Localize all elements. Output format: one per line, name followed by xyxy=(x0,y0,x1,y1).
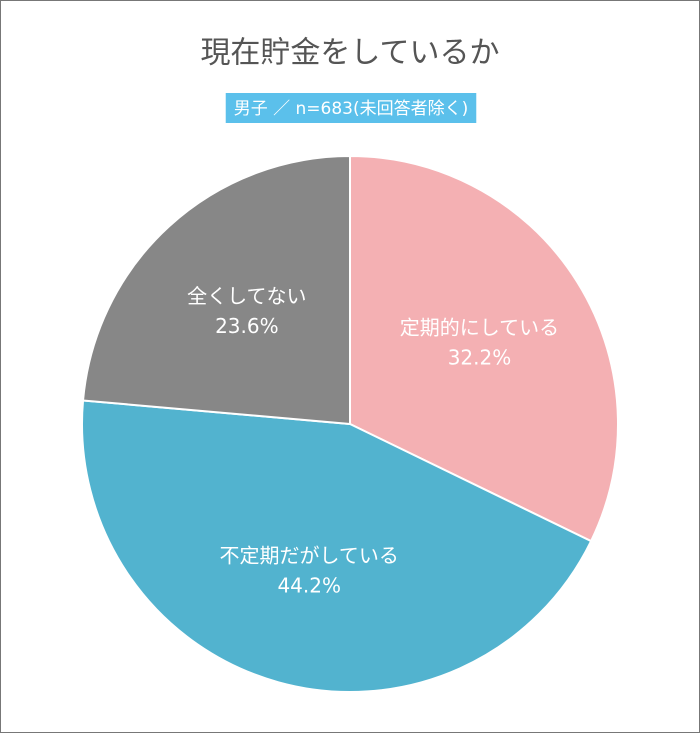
slice-value-label: 23.6% xyxy=(215,314,279,338)
slice-value-label: 32.2% xyxy=(448,345,512,369)
pie-slice xyxy=(81,154,351,426)
subtitle-background xyxy=(225,93,477,123)
slice-label: 全くしてない xyxy=(187,284,306,308)
pie-slice xyxy=(349,154,619,543)
slice-label: 不定期だがしている xyxy=(220,544,399,568)
pie-slice xyxy=(81,399,593,693)
slice-value-label: 44.2% xyxy=(277,574,341,598)
chart-subtitle: 男子 ／ n=683(未回答者除く) xyxy=(234,99,469,119)
slice-label: 定期的にしている xyxy=(400,315,559,339)
chart-title: 現在貯金をしているか xyxy=(200,36,499,71)
